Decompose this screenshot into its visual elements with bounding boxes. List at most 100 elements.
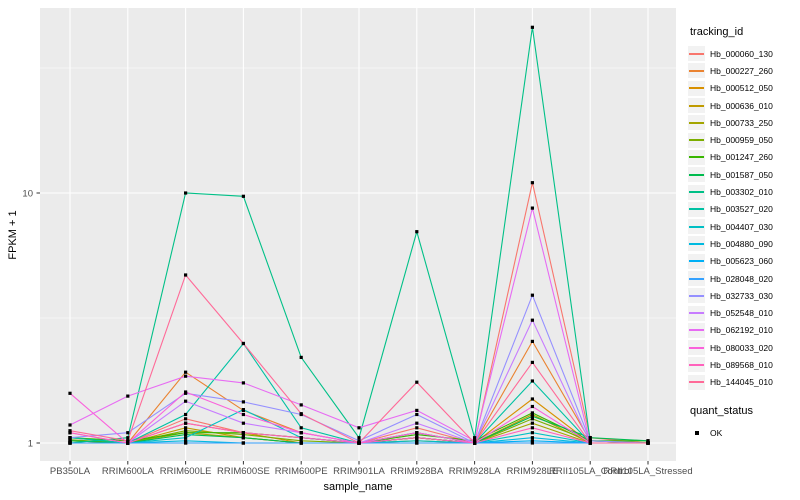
- data-point: [588, 441, 592, 445]
- data-point: [299, 441, 303, 445]
- data-point: [530, 360, 534, 364]
- x-tick-label: RRIM600LA: [102, 466, 154, 477]
- data-point: [184, 273, 188, 277]
- legend-item-Hb_000060_130: Hb_000060_130: [688, 45, 800, 62]
- legend-key-swatch: [688, 201, 705, 217]
- data-point: [415, 230, 419, 234]
- data-point: [588, 436, 592, 440]
- data-point: [184, 399, 188, 403]
- data-point: [530, 339, 534, 343]
- data-point: [530, 404, 534, 409]
- legend-key-line: [689, 363, 704, 366]
- data-point: [357, 439, 361, 443]
- data-point: [68, 431, 72, 435]
- legend-item-Hb_080033_020: Hb_080033_020: [688, 339, 800, 356]
- data-point: [68, 423, 72, 427]
- legend-item-Hb_052548_010: Hb_052548_010: [688, 304, 800, 321]
- legend-label: Hb_003302_010: [710, 187, 773, 198]
- legend-item-Hb_004880_090: Hb_004880_090: [688, 235, 800, 252]
- x-axis-title: sample_name: [323, 481, 393, 493]
- legend-key-line: [689, 294, 704, 297]
- legend-key-swatch: [688, 340, 705, 356]
- data-point: [530, 426, 534, 430]
- data-point: [241, 341, 245, 346]
- legend-key-swatch: [688, 357, 705, 373]
- legend-item-quant-OK: OK: [688, 424, 800, 441]
- data-point: [299, 436, 303, 440]
- legend-key-swatch: [688, 305, 705, 321]
- legend-key-line: [689, 381, 704, 384]
- legend-item-Hb_000733_250: Hb_000733_250: [688, 114, 800, 131]
- data-point: [415, 426, 419, 430]
- legend-label: Hb_005623_060: [710, 256, 773, 267]
- data-point: [241, 400, 245, 404]
- legend-key-line: [689, 173, 704, 176]
- legend-item-Hb_003527_020: Hb_003527_020: [688, 201, 800, 218]
- legend-key-line: [689, 191, 704, 194]
- legend-item-Hb_062192_010: Hb_062192_010: [688, 322, 800, 339]
- x-tick-label: RRIM928BA: [390, 466, 443, 477]
- data-point: [415, 408, 419, 412]
- data-point: [126, 431, 130, 435]
- x-tick-label: PB350LA: [50, 466, 91, 477]
- data-point: [357, 426, 361, 430]
- legend-item-Hb_028048_020: Hb_028048_020: [688, 270, 800, 287]
- data-point: [241, 412, 245, 417]
- legend-label: Hb_032733_030: [710, 290, 773, 301]
- legend-key-line: [689, 104, 704, 107]
- legend-item-Hb_001587_050: Hb_001587_050: [688, 166, 800, 183]
- data-point: [473, 441, 477, 445]
- data-point: [241, 431, 245, 435]
- legend-item-Hb_004407_030: Hb_004407_030: [688, 218, 800, 235]
- legend-key-line: [689, 69, 704, 72]
- data-point: [299, 403, 303, 407]
- legend-item-Hb_000959_050: Hb_000959_050: [688, 131, 800, 148]
- data-point: [126, 394, 130, 398]
- legend-key-line: [689, 312, 704, 315]
- legend-label: Hb_004407_030: [710, 221, 773, 232]
- legend-label: Hb_000636_010: [710, 100, 773, 111]
- legend-key-swatch: [688, 132, 705, 148]
- legend-label: Hb_144045_010: [710, 377, 773, 388]
- data-point: [184, 431, 188, 435]
- x-tick-label: RRIM600SE: [217, 466, 270, 477]
- x-tick-label: RRIM901LA: [333, 466, 385, 477]
- data-point: [415, 412, 419, 417]
- data-point: [415, 431, 419, 435]
- data-point: [530, 411, 534, 415]
- legend-item-Hb_144045_010: Hb_144045_010: [688, 374, 800, 391]
- x-tick-label: RRII105LA_Stressed: [603, 466, 692, 477]
- data-point: [241, 436, 245, 440]
- legend-key-line: [689, 139, 704, 142]
- legend-label: Hb_062192_010: [710, 325, 773, 336]
- plot-panel: [40, 8, 676, 461]
- data-point: [184, 412, 188, 417]
- data-point: [68, 441, 72, 445]
- legend-label: Hb_000959_050: [710, 135, 773, 146]
- legend-item-Hb_000512_050: Hb_000512_050: [688, 80, 800, 97]
- legend-label: Hb_028048_020: [710, 273, 773, 284]
- data-point: [299, 439, 303, 443]
- data-point: [357, 441, 361, 445]
- data-point: [357, 436, 361, 440]
- data-point: [184, 439, 188, 443]
- legend-label: Hb_000060_130: [710, 48, 773, 59]
- data-point: [530, 431, 534, 435]
- data-point: [530, 397, 534, 401]
- x-tick-label: RRII105LA_Control: [549, 466, 631, 477]
- data-point: [646, 441, 650, 445]
- legend-quant-items: OK: [688, 424, 800, 441]
- data-point: [68, 391, 72, 395]
- legend-label: Hb_004880_090: [710, 238, 773, 249]
- data-point: [530, 436, 534, 440]
- data-point: [184, 390, 188, 394]
- legend-key-swatch: [688, 253, 705, 269]
- legend-key-swatch: [688, 63, 705, 79]
- legend-key-line: [689, 208, 704, 211]
- data-point: [241, 194, 245, 198]
- legend-tracking-items: Hb_000060_130 Hb_000227_260 Hb_000512_050 H…: [688, 45, 800, 391]
- legend-key-line: [689, 87, 704, 90]
- y-tick-label: 1: [28, 439, 33, 450]
